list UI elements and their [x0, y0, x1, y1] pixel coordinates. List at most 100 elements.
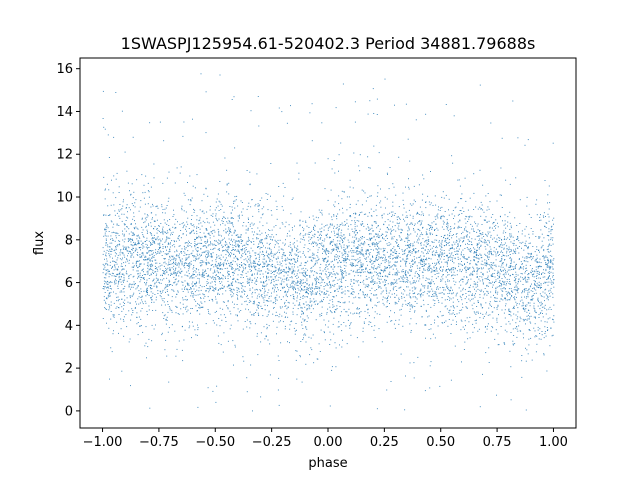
data-point: [465, 226, 467, 228]
data-point: [396, 239, 398, 241]
data-point: [333, 160, 335, 161]
data-point: [235, 280, 236, 282]
data-point: [492, 254, 494, 256]
data-point: [450, 226, 452, 228]
data-point: [130, 231, 132, 233]
data-point: [122, 253, 124, 255]
data-point: [515, 286, 517, 288]
data-point: [482, 233, 484, 235]
data-point: [268, 264, 270, 265]
data-point: [506, 263, 508, 265]
data-point: [319, 273, 321, 275]
data-point: [462, 281, 464, 283]
data-point: [340, 261, 342, 263]
data-point: [163, 278, 165, 280]
data-point: [305, 301, 307, 303]
data-point: [166, 238, 168, 240]
data-point: [250, 110, 252, 112]
data-point: [221, 220, 223, 222]
data-point: [144, 217, 146, 219]
data-point: [262, 297, 264, 299]
data-point: [482, 280, 484, 282]
data-point: [520, 280, 522, 282]
data-point: [234, 261, 236, 263]
data-point: [200, 306, 202, 308]
data-point: [254, 273, 255, 275]
data-point: [332, 241, 334, 243]
data-point: [337, 232, 339, 234]
data-point: [330, 261, 332, 263]
data-point: [188, 273, 190, 275]
data-point: [486, 221, 488, 223]
data-point: [526, 319, 528, 321]
data-point: [229, 310, 231, 312]
data-point: [173, 214, 175, 216]
data-point: [540, 295, 542, 297]
data-point: [363, 321, 365, 323]
data-point: [417, 267, 419, 269]
data-point: [320, 301, 322, 303]
data-point: [351, 285, 353, 287]
data-point: [349, 203, 351, 205]
data-point: [333, 333, 335, 335]
data-point: [364, 242, 366, 244]
data-point: [412, 215, 414, 217]
data-point: [155, 253, 157, 255]
data-point: [505, 232, 507, 234]
data-point: [399, 218, 401, 220]
data-point: [526, 205, 528, 207]
data-point: [107, 246, 109, 248]
data-point: [501, 137, 503, 139]
data-point: [289, 269, 291, 271]
data-point: [132, 294, 134, 296]
data-point: [542, 303, 543, 305]
data-point: [125, 230, 127, 232]
data-point: [552, 239, 553, 241]
data-point: [231, 283, 233, 284]
data-point: [376, 267, 378, 269]
data-point: [137, 235, 139, 237]
data-point: [490, 216, 492, 218]
data-point: [393, 251, 395, 253]
data-point: [480, 312, 482, 314]
data-point: [107, 287, 109, 289]
data-point: [368, 296, 370, 298]
data-point: [448, 241, 450, 243]
data-point: [446, 228, 448, 230]
data-point: [267, 276, 269, 278]
data-point: [314, 234, 316, 236]
data-point: [118, 281, 120, 282]
data-point: [408, 240, 410, 242]
data-point: [386, 292, 388, 294]
data-point: [344, 250, 346, 252]
data-point: [351, 250, 353, 252]
data-point: [286, 283, 288, 285]
data-point: [529, 316, 531, 318]
data-point: [226, 263, 228, 265]
data-point: [238, 240, 240, 242]
data-point: [153, 255, 155, 257]
data-point: [385, 235, 387, 237]
data-point: [371, 326, 373, 327]
data-point: [345, 224, 346, 226]
data-point: [430, 328, 432, 330]
data-point: [457, 250, 459, 252]
data-point: [414, 301, 416, 302]
data-point: [508, 292, 510, 293]
data-point: [333, 264, 335, 266]
data-point: [454, 207, 456, 209]
data-point: [152, 269, 154, 271]
data-point: [424, 324, 426, 326]
data-point: [142, 331, 144, 333]
data-point: [118, 209, 120, 211]
data-point: [421, 266, 423, 267]
data-point: [159, 295, 161, 297]
data-point: [461, 320, 463, 322]
data-point: [388, 262, 390, 264]
data-point: [477, 246, 479, 248]
data-point: [149, 268, 151, 270]
data-point: [534, 323, 536, 325]
data-point: [440, 218, 442, 220]
data-point: [422, 260, 424, 262]
data-point: [400, 276, 402, 278]
